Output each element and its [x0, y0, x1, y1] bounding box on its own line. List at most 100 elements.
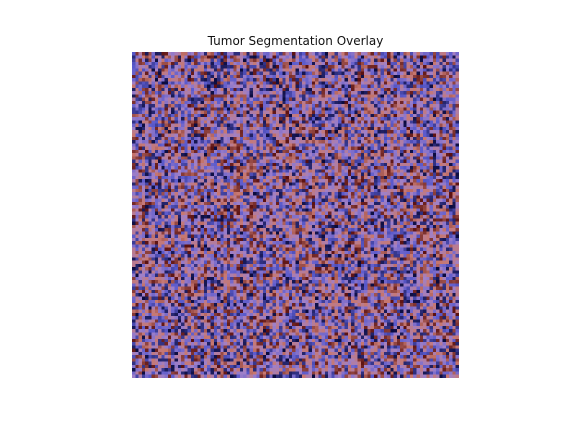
heatmap-cell	[239, 133, 244, 137]
heatmap-cell	[154, 136, 159, 141]
heatmap-cell	[452, 133, 456, 137]
heatmap-cell	[347, 61, 352, 66]
heatmap-cell	[380, 153, 384, 157]
heatmap-cell	[429, 91, 433, 95]
heatmap-cell	[311, 107, 316, 111]
heatmap-cell	[285, 156, 290, 160]
heatmap-cell	[449, 153, 453, 157]
heatmap-cell	[203, 94, 208, 98]
heatmap-cell	[419, 97, 424, 101]
heatmap-cell	[436, 179, 440, 183]
heatmap-cell	[148, 117, 152, 121]
heatmap-cell	[236, 140, 240, 144]
heatmap-cell	[262, 52, 267, 56]
heatmap-cell	[233, 100, 237, 105]
heatmap-cell	[370, 195, 375, 199]
heatmap-cell	[406, 140, 410, 144]
heatmap-cell	[213, 166, 218, 170]
heatmap-cell	[390, 91, 394, 95]
heatmap-cell	[275, 162, 280, 167]
heatmap-cell	[154, 52, 159, 56]
heatmap-cell	[230, 120, 234, 124]
heatmap-cell	[419, 71, 424, 75]
heatmap-cell	[184, 143, 188, 147]
heatmap-cell	[429, 71, 433, 75]
heatmap-cell	[164, 192, 169, 196]
heatmap-cell	[220, 110, 224, 114]
heatmap-cell	[387, 140, 391, 144]
heatmap-cell	[396, 201, 401, 206]
heatmap-cell	[279, 195, 283, 199]
heatmap-cell	[243, 61, 247, 66]
heatmap-cell	[285, 91, 290, 95]
heatmap-cell	[207, 78, 211, 82]
heatmap-cell	[181, 162, 185, 167]
heatmap-cell	[233, 52, 237, 56]
heatmap-cell	[177, 126, 182, 131]
heatmap-cell	[145, 65, 149, 69]
heatmap-cell	[409, 97, 414, 101]
heatmap-cell	[377, 110, 381, 114]
heatmap-cell	[409, 71, 414, 75]
heatmap-cell	[370, 172, 375, 176]
heatmap-cell	[396, 113, 401, 118]
heatmap-cell	[259, 94, 263, 98]
heatmap-cell	[200, 78, 204, 82]
heatmap-cell	[223, 78, 227, 82]
heatmap-cell	[364, 133, 368, 137]
heatmap-cell	[174, 169, 178, 173]
heatmap-cell	[328, 87, 332, 92]
heatmap-cell	[275, 97, 280, 101]
heatmap-cell	[285, 162, 290, 167]
heatmap-cell	[436, 198, 440, 203]
heatmap-cell	[210, 117, 214, 121]
heatmap-cell	[217, 205, 221, 209]
heatmap-cell	[138, 71, 142, 75]
heatmap-cell	[393, 113, 397, 118]
heatmap-cell	[259, 78, 263, 82]
heatmap-cell	[236, 136, 240, 141]
heatmap-cell	[364, 188, 368, 193]
heatmap-cell	[148, 104, 152, 108]
heatmap-cell	[311, 133, 316, 137]
heatmap-cell	[279, 52, 283, 56]
heatmap-cell	[288, 55, 293, 59]
heatmap-cell	[357, 130, 361, 134]
heatmap-cell	[321, 87, 325, 92]
heatmap-cell	[200, 65, 204, 69]
heatmap-cell	[426, 182, 430, 186]
heatmap-cell	[154, 198, 159, 203]
heatmap-cell	[184, 140, 188, 144]
heatmap-cell	[236, 120, 240, 124]
heatmap-cell	[288, 185, 293, 189]
heatmap-cell	[194, 133, 198, 137]
heatmap-cell	[226, 120, 231, 124]
heatmap-cell	[295, 126, 299, 131]
heatmap-cell	[171, 156, 175, 160]
heatmap-cell	[380, 113, 384, 118]
heatmap-cell	[400, 104, 404, 108]
heatmap-cell	[452, 162, 456, 167]
heatmap-cell	[449, 175, 453, 180]
heatmap-cell	[132, 188, 136, 193]
heatmap-cell	[373, 65, 378, 69]
heatmap-cell	[341, 156, 345, 160]
heatmap-cell	[210, 140, 214, 144]
heatmap-cell	[158, 52, 162, 56]
heatmap-cell	[148, 182, 152, 186]
heatmap-cell	[223, 100, 227, 105]
heatmap-cell	[324, 117, 329, 121]
heatmap-cell	[416, 123, 420, 128]
heatmap-cell	[364, 123, 368, 128]
heatmap-cell	[393, 192, 397, 196]
heatmap-cell	[249, 130, 254, 134]
heatmap-cell	[279, 84, 283, 88]
heatmap-cell	[171, 133, 175, 137]
heatmap-cell	[390, 179, 394, 183]
heatmap-cell	[442, 94, 446, 98]
heatmap-cell	[302, 136, 306, 141]
heatmap-cell	[383, 71, 388, 75]
heatmap-cell	[177, 146, 182, 150]
heatmap-cell	[181, 146, 185, 150]
heatmap-cell	[135, 65, 139, 69]
